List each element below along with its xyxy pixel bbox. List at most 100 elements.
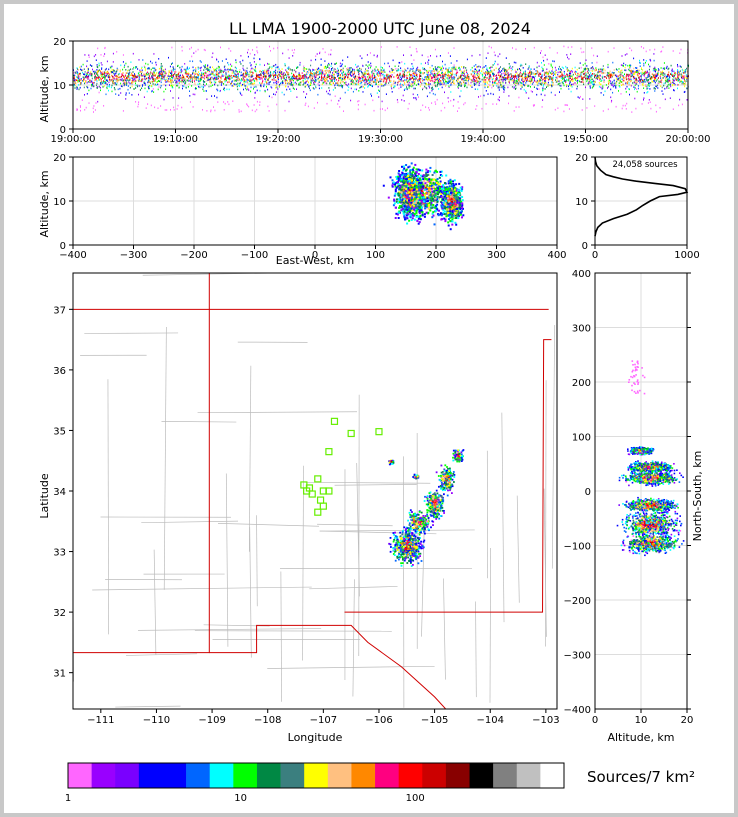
- p1-point: [625, 82, 627, 85]
- p1-point: [541, 106, 543, 108]
- p1-point: [452, 67, 454, 70]
- p1-point: [146, 72, 147, 75]
- p1-point: [220, 84, 222, 86]
- p1-point: [342, 67, 344, 70]
- p1-point: [635, 71, 637, 73]
- p1-point: [87, 86, 89, 89]
- p1-point: [223, 88, 225, 91]
- p1-point: [651, 76, 653, 78]
- p1-point: [91, 75, 93, 77]
- p1-point: [672, 81, 674, 84]
- p1-point: [590, 74, 592, 77]
- p1-point: [308, 76, 310, 79]
- p1-point: [347, 76, 349, 78]
- p1-xtick-label: 19:20:00: [256, 134, 301, 145]
- p1-point: [135, 76, 137, 78]
- p1-point: [233, 85, 235, 87]
- p1-point: [98, 69, 100, 71]
- p1-point: [204, 72, 206, 74]
- p1-point: [280, 82, 281, 85]
- p1-point: [383, 69, 385, 72]
- p1-point: [302, 75, 304, 77]
- p1-point: [356, 66, 358, 68]
- p1-point: [403, 84, 404, 87]
- p1-point: [467, 80, 469, 82]
- p1-point: [316, 79, 318, 82]
- p1-point: [459, 81, 461, 83]
- p1-point: [285, 69, 287, 71]
- p1-point: [477, 66, 479, 68]
- p1-point: [550, 63, 552, 66]
- p1-point: [376, 72, 378, 74]
- p1-point: [88, 56, 90, 58]
- p1-point: [262, 80, 264, 82]
- p1-point: [360, 86, 362, 88]
- p1-point: [257, 75, 258, 78]
- p1-point: [615, 105, 617, 108]
- p1-point: [686, 87, 688, 90]
- p1-point: [260, 85, 262, 88]
- p1-point: [678, 77, 680, 80]
- p1-point: [79, 72, 81, 75]
- p1-point: [262, 72, 264, 74]
- p1-point: [402, 70, 404, 73]
- p1-point: [228, 69, 230, 71]
- p1-point: [221, 81, 223, 83]
- p1-point: [320, 58, 322, 60]
- p1-point: [441, 75, 443, 78]
- p1-point: [108, 81, 110, 84]
- p1-point: [296, 75, 298, 77]
- p1-point: [478, 70, 480, 73]
- p1-point: [406, 71, 408, 74]
- p1-point: [621, 107, 623, 110]
- p1-point: [342, 81, 344, 83]
- p1-point: [359, 78, 360, 80]
- p1-point: [306, 93, 308, 95]
- p1-point: [586, 76, 588, 78]
- p1-point: [580, 81, 582, 83]
- p1-point: [279, 71, 280, 74]
- p1-point: [287, 85, 289, 88]
- p1-point: [179, 74, 181, 77]
- p1-point: [366, 80, 368, 82]
- p1-point: [451, 76, 453, 79]
- p1-point: [90, 74, 92, 77]
- p1-point: [411, 85, 413, 88]
- p1-point: [406, 74, 408, 76]
- p1-point: [439, 55, 441, 57]
- p1-point: [653, 67, 655, 70]
- p1-point: [465, 82, 467, 84]
- p1-point: [415, 97, 417, 99]
- p1-point: [346, 84, 348, 86]
- p1-point: [393, 72, 395, 74]
- p1-point: [303, 67, 305, 69]
- p1-point: [418, 78, 420, 80]
- p1-point: [357, 70, 359, 73]
- p1-point: [398, 87, 400, 90]
- p1-point: [673, 82, 675, 85]
- p1-point: [158, 86, 160, 88]
- p1-point: [328, 64, 330, 66]
- p1-point: [401, 77, 403, 80]
- p1-point: [435, 81, 437, 84]
- p1-point: [153, 78, 155, 80]
- p1-point: [334, 84, 336, 86]
- p1-point: [553, 60, 555, 63]
- p1-point: [87, 75, 89, 78]
- p1-point: [682, 77, 684, 80]
- p1-point: [610, 74, 612, 77]
- p1-point: [339, 79, 341, 81]
- p1-point: [534, 80, 536, 82]
- p1-point: [524, 70, 526, 73]
- p1-point: [223, 87, 225, 89]
- p1-point: [544, 54, 546, 56]
- p1-point: [178, 77, 180, 80]
- p1-point: [577, 96, 579, 98]
- p1-point: [684, 76, 686, 79]
- p1-point: [313, 107, 315, 109]
- p1-point: [313, 88, 315, 90]
- p1-point: [638, 69, 640, 72]
- p1-point: [674, 83, 676, 86]
- p1-point: [447, 78, 449, 81]
- p1-point: [409, 85, 411, 87]
